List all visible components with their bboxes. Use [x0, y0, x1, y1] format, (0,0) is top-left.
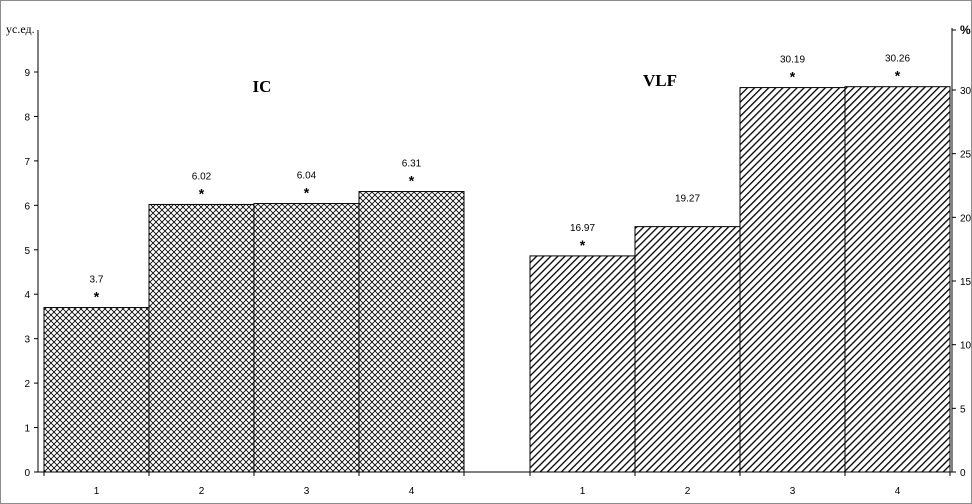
vlf-bar-4: [844, 86, 951, 473]
vlf-significance-star: *: [790, 69, 796, 85]
right-tick-label: 10: [960, 341, 972, 352]
ic-category-label: 3: [304, 486, 310, 497]
vlf-category-label: 4: [895, 486, 901, 497]
vlf-value-label: 19.27: [675, 194, 700, 205]
ic-panel-title: IC: [253, 77, 272, 96]
ic-value-label: 6.31: [402, 159, 422, 170]
left-tick-label: 4: [24, 290, 30, 301]
ic-value-label: 6.02: [192, 171, 212, 182]
ic-significance-star: *: [94, 289, 100, 305]
vlf-category-label: 2: [685, 486, 691, 497]
left-axis-unit: ус.ед.: [6, 22, 35, 36]
ic-bar-4: [358, 191, 465, 473]
right-axis-unit: %: [960, 23, 971, 37]
left-tick-label: 7: [24, 157, 30, 168]
vlf-value-label: 30.26: [885, 54, 910, 65]
left-tick-label: 9: [24, 68, 30, 79]
vlf-category-label: 1: [580, 486, 586, 497]
ic-value-label: 6.04: [297, 171, 317, 182]
ic-category-label: 1: [94, 486, 100, 497]
ic-bar-2: [148, 203, 255, 473]
left-tick-label: 5: [24, 246, 30, 257]
right-tick-label: 0: [960, 468, 966, 479]
vlf-panel-title: VLF: [643, 71, 677, 90]
left-tick-label: 3: [24, 335, 30, 346]
ic-category-label: 4: [409, 486, 415, 497]
left-tick-label: 1: [24, 424, 30, 435]
right-tick-label: 15: [960, 277, 972, 288]
right-tick-label: 5: [960, 404, 966, 415]
vlf-significance-star: *: [895, 68, 901, 84]
vlf-bar-2: [634, 226, 741, 473]
right-tick-label: 30: [960, 86, 972, 97]
left-tick-label: 6: [24, 201, 30, 212]
vlf-bar-3: [739, 87, 846, 473]
right-tick-label: 20: [960, 213, 972, 224]
ic-bar-1: [43, 307, 150, 473]
left-tick-label: 0: [24, 468, 30, 479]
vlf-category-label: 3: [790, 486, 796, 497]
ic-value-label: 3.7: [90, 275, 104, 286]
ic-significance-star: *: [199, 185, 205, 201]
ic-significance-star: *: [304, 185, 310, 201]
left-tick-label: 2: [24, 379, 30, 390]
vlf-value-label: 16.97: [570, 223, 595, 234]
ic-bar-3: [253, 203, 360, 473]
vlf-value-label: 30.19: [780, 55, 805, 66]
right-tick-label: 25: [960, 150, 972, 161]
left-tick-label: 8: [24, 112, 30, 123]
ic-category-label: 2: [199, 486, 205, 497]
vlf-bar-1: [529, 255, 636, 473]
vlf-significance-star: *: [580, 237, 586, 253]
ic-significance-star: *: [409, 173, 415, 189]
